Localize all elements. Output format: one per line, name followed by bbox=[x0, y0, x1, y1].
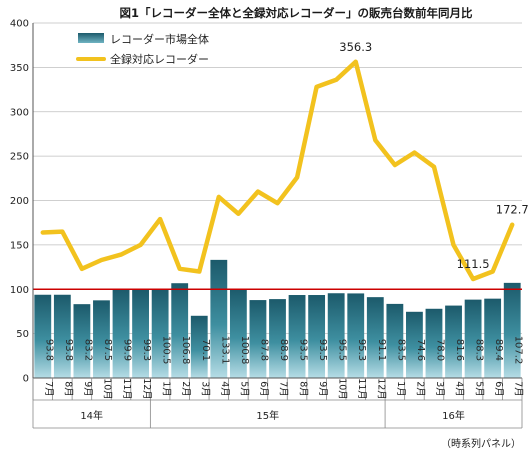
bar-value-label: 99.3 bbox=[141, 339, 152, 361]
bar-value-label: 89.4 bbox=[493, 339, 504, 361]
x-tick-label: 1月 bbox=[160, 381, 171, 397]
bar-value-label: 99.9 bbox=[122, 339, 133, 361]
y-tick-label: 300 bbox=[10, 107, 29, 118]
line-value-annotation: 356.3 bbox=[339, 40, 372, 54]
bar bbox=[230, 289, 247, 378]
source-note: （時系列パネル） bbox=[441, 437, 521, 450]
bar-value-label: 87.8 bbox=[258, 339, 269, 361]
x-tick-label: 5月 bbox=[239, 381, 250, 397]
bar-value-label: 78.0 bbox=[434, 339, 445, 361]
bar-value-label: 93.5 bbox=[298, 339, 309, 361]
bar-value-label: 88.3 bbox=[474, 339, 485, 361]
bar bbox=[152, 289, 169, 378]
y-tick-label: 150 bbox=[10, 240, 29, 251]
line-value-annotation: 172.7 bbox=[496, 203, 529, 217]
x-tick-label: 6月 bbox=[493, 381, 504, 397]
x-tick-label: 4月 bbox=[454, 381, 465, 397]
line-series: 356.3 111.5 172.7 bbox=[43, 40, 529, 279]
x-tick-label: 11月 bbox=[356, 378, 367, 400]
grid-lines bbox=[33, 23, 522, 334]
y-tick-label: 100 bbox=[10, 285, 29, 296]
x-tick-label: 7月 bbox=[43, 381, 54, 397]
x-tick-label: 4月 bbox=[219, 381, 230, 397]
year-group-label: 15年 bbox=[256, 409, 279, 422]
bar-value-label: 133.1 bbox=[219, 336, 230, 365]
y-tick-label: 0 bbox=[23, 374, 29, 385]
x-tick-label: 8月 bbox=[63, 381, 74, 397]
y-tick-label: 250 bbox=[10, 152, 29, 163]
legend-swatch-bar bbox=[78, 33, 104, 43]
bar-series: 93.8 93.8 83.2 87.5 99.9 99.3 100.5 106.8 70.1 13… bbox=[34, 260, 523, 378]
x-tick-label: 2月 bbox=[180, 381, 191, 397]
bar-value-label: 70.1 bbox=[200, 339, 211, 361]
bar-value-label: 107.2 bbox=[513, 336, 524, 365]
bar bbox=[34, 295, 51, 378]
x-tick-label: 6月 bbox=[258, 381, 269, 397]
y-tick-label: 50 bbox=[16, 329, 29, 340]
x-tick-label: 10月 bbox=[102, 378, 113, 400]
bar-value-label: 106.8 bbox=[180, 336, 191, 365]
legend-label-bar: レコーダー市場全体 bbox=[110, 32, 209, 46]
bar-value-label: 95.5 bbox=[337, 339, 348, 361]
x-tick-label: 12月 bbox=[141, 378, 152, 400]
y-tick-label: 400 bbox=[10, 19, 29, 30]
bar bbox=[132, 290, 149, 378]
line-value-annotation: 111.5 bbox=[457, 257, 490, 271]
x-tick-label: 7月 bbox=[278, 381, 289, 397]
bar-value-label: 91.1 bbox=[376, 339, 387, 361]
year-group-label: 16年 bbox=[442, 409, 465, 422]
bar-value-label: 81.6 bbox=[454, 339, 465, 361]
chart-title: 図1「レコーダー全体と全録対応レコーダー」の販売台数前年同月比 bbox=[120, 6, 473, 20]
x-tick-label: 1月 bbox=[395, 381, 406, 397]
y-tick-label: 200 bbox=[10, 196, 29, 207]
x-tick-label: 5月 bbox=[473, 381, 484, 397]
x-tick-label: 7月 bbox=[512, 381, 523, 397]
bar bbox=[113, 289, 130, 378]
bar-value-label: 100.5 bbox=[161, 336, 172, 365]
line-path bbox=[43, 62, 512, 279]
x-tick-label: 3月 bbox=[199, 381, 210, 397]
x-tick-label: 9月 bbox=[82, 381, 93, 397]
legend-label-line: 全録対応レコーダー bbox=[110, 52, 209, 66]
bar bbox=[308, 295, 325, 378]
x-tick-label: 2月 bbox=[415, 381, 426, 397]
bar-value-label: 100.8 bbox=[239, 336, 250, 365]
bar-value-label: 93.5 bbox=[317, 339, 328, 361]
bar-value-label: 95.3 bbox=[356, 339, 367, 361]
bar-value-label: 87.5 bbox=[102, 339, 113, 361]
bar-value-label: 88.9 bbox=[278, 339, 289, 361]
bar bbox=[328, 293, 345, 378]
bar bbox=[347, 293, 364, 378]
bar-value-label: 83.5 bbox=[395, 339, 406, 361]
y-tick-label: 350 bbox=[10, 63, 29, 74]
x-tick-label: 11月 bbox=[121, 378, 132, 400]
x-tick-label: 8月 bbox=[297, 381, 308, 397]
bar bbox=[367, 297, 384, 378]
bar-value-label: 74.6 bbox=[415, 339, 426, 361]
bar-value-label: 93.8 bbox=[63, 339, 74, 361]
legend: レコーダー市場全体 全録対応レコーダー bbox=[78, 32, 209, 66]
bar-value-label: 83.2 bbox=[82, 339, 93, 361]
x-tick-label: 3月 bbox=[434, 381, 445, 397]
x-tick-label: 12月 bbox=[376, 378, 387, 400]
bar-value-label: 93.8 bbox=[43, 339, 54, 361]
bar bbox=[54, 295, 71, 378]
bar bbox=[289, 295, 306, 378]
year-group-label: 14年 bbox=[80, 409, 103, 422]
x-tick-label: 9月 bbox=[317, 381, 328, 397]
x-tick-label: 10月 bbox=[336, 378, 347, 400]
